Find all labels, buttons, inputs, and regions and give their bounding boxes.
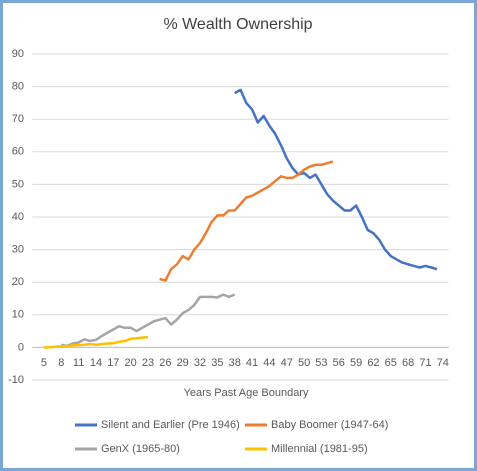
x-tick-label: 59 (350, 357, 362, 369)
series-line (44, 335, 149, 349)
x-tick-label: 50 (298, 357, 310, 369)
y-tick-label: 0 (18, 341, 24, 353)
series-line (159, 160, 334, 282)
x-tick-label: 8 (58, 357, 64, 369)
x-tick-label: 32 (194, 357, 206, 369)
x-tick-label: 47 (281, 357, 293, 369)
series-line (61, 293, 236, 348)
y-tick-label: 90 (12, 48, 24, 60)
y-tick-label: 50 (12, 178, 24, 190)
x-tick-label: 44 (263, 357, 275, 369)
x-tick-label: 29 (177, 357, 189, 369)
y-tick-label: 10 (12, 309, 24, 321)
x-tick-label: 5 (41, 357, 47, 369)
y-tick-label: 70 (12, 113, 24, 125)
legend-label: Silent and Earlier (Pre 1946) (101, 419, 240, 431)
x-tick-label: 14 (90, 357, 102, 369)
y-tick-label: 80 (12, 81, 24, 93)
y-tick-label: -10 (8, 374, 24, 386)
legend-label: GenX (1965-80) (101, 443, 180, 455)
series-line (234, 88, 438, 271)
y-tick-label: 40 (12, 211, 24, 223)
x-tick-label: 41 (246, 357, 258, 369)
x-tick-label: 68 (402, 357, 414, 369)
x-tick-label: 23 (142, 357, 154, 369)
x-tick-label: 71 (419, 357, 431, 369)
y-tick-label: 30 (12, 244, 24, 256)
y-tick-label: 60 (12, 146, 24, 158)
chart-title: % Wealth Ownership (163, 16, 312, 33)
x-tick-label: 65 (385, 357, 397, 369)
x-tick-label: 62 (367, 357, 379, 369)
legend-label: Baby Boomer (1947-64) (271, 419, 388, 431)
x-tick-label: 20 (125, 357, 137, 369)
x-tick-label: 53 (315, 357, 327, 369)
x-tick-label: 17 (107, 357, 119, 369)
x-axis-title: Years Past Age Boundary (184, 387, 309, 399)
x-tick-label: 74 (437, 357, 449, 369)
x-tick-label: 35 (211, 357, 223, 369)
x-tick-label: 56 (333, 357, 345, 369)
x-tick-label: 38 (229, 357, 241, 369)
legend-label: Millennial (1981-95) (271, 443, 368, 455)
x-tick-label: 11 (73, 357, 84, 369)
x-tick-label: 26 (159, 357, 171, 369)
y-tick-label: 20 (12, 276, 24, 288)
